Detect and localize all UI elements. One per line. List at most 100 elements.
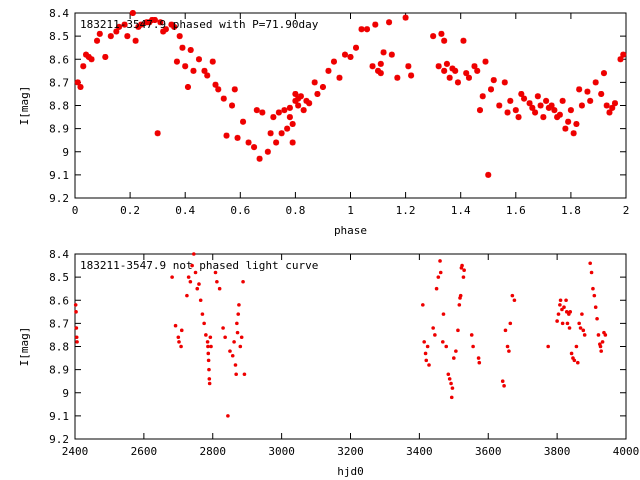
unphased-data-point <box>423 351 428 356</box>
unphased-data-point <box>578 326 583 330</box>
unphased-data-point <box>237 303 241 307</box>
phased-data-point <box>496 102 503 109</box>
phased-data-point <box>441 37 448 44</box>
phased-data-point <box>245 139 252 146</box>
phased-data-point <box>190 67 197 74</box>
phased-data-point <box>281 107 288 114</box>
phased-data-point <box>463 70 470 77</box>
unphased-data-point <box>436 275 441 279</box>
phased-data-point <box>540 114 547 121</box>
phased-data-point <box>182 63 189 70</box>
unphased-data-point <box>217 286 222 291</box>
phased-x-tick-label: 0.6 <box>230 204 250 217</box>
phased-data-point <box>251 144 258 151</box>
phased-y-tick-label: 9.2 <box>49 192 69 205</box>
unphased-data-point <box>564 298 568 303</box>
unphased-y-tick-label: 8.8 <box>49 341 69 354</box>
phased-data-point <box>292 90 299 97</box>
unphased-data-point <box>433 333 437 337</box>
unphased-y-tick-label: 9 <box>62 387 69 400</box>
phased-data-point <box>476 107 483 114</box>
phased-data-point <box>537 102 544 109</box>
phased-data-point <box>559 97 566 104</box>
unphased-data-point <box>206 344 210 349</box>
phased-data-point <box>474 67 481 74</box>
phased-data-point <box>173 58 180 65</box>
unphased-data-point <box>421 303 425 307</box>
phased-data-point <box>620 51 627 58</box>
phased-data-point <box>611 100 618 107</box>
unphased-y-tick-label: 9.1 <box>49 410 69 423</box>
phased-data-point <box>598 90 605 97</box>
unphased-data-point <box>440 340 445 344</box>
unphased-data-point <box>447 377 452 381</box>
unphased-x-tick-label: 3400 <box>406 445 433 458</box>
phased-data-point <box>297 93 304 100</box>
unphased-data-point <box>503 328 508 333</box>
phased-data-point <box>234 134 241 141</box>
unphased-data-point <box>476 356 481 360</box>
phased-data-point <box>592 79 599 86</box>
phased-data-point <box>347 53 354 60</box>
phased-data-point <box>567 107 574 114</box>
phased-data-point <box>556 111 563 118</box>
phased-data-point <box>377 60 384 67</box>
phased-data-point <box>452 67 459 74</box>
unphased-data-point <box>202 321 206 326</box>
phased-data-point <box>184 84 191 90</box>
phased-data-point <box>80 63 87 70</box>
unphased-data-point <box>179 328 184 333</box>
phased-data-point <box>488 86 495 93</box>
phased-data-point <box>545 104 552 111</box>
unphased-data-point <box>221 326 225 330</box>
phased-data-point <box>289 139 296 146</box>
unphased-data-point <box>556 312 561 316</box>
unphased-data-point <box>228 349 232 353</box>
unphased-data-point <box>603 333 608 337</box>
phased-data-point <box>286 104 293 111</box>
unphased-data-point <box>564 310 569 314</box>
phased-data-point <box>135 23 142 30</box>
unphased-data-point <box>595 316 599 321</box>
phased-data-point <box>405 63 412 70</box>
phased-data-point <box>526 100 533 107</box>
phased-data-point <box>471 63 478 70</box>
unphased-data-point <box>558 303 562 307</box>
phased-data-point <box>521 95 528 102</box>
phased-data-point <box>278 130 285 137</box>
phased-data-point <box>460 37 467 44</box>
unphased-data-point <box>207 367 211 372</box>
unphased-data-point <box>560 307 564 312</box>
unphased-x-tick-label: 2800 <box>200 445 227 458</box>
phased-data-point <box>311 79 318 86</box>
unphased-x-tick-label: 3600 <box>475 445 502 458</box>
unphased-data-point <box>591 286 595 291</box>
phased-data-point <box>138 21 145 28</box>
unphased-data-point <box>574 344 579 349</box>
unphased-data-point <box>452 356 456 360</box>
unphased-data-point <box>197 282 201 286</box>
unphased-data-point <box>599 349 604 353</box>
phased-x-tick-label: 0 <box>72 204 79 217</box>
unphased-data-point <box>234 372 238 377</box>
phased-x-tick-label: 1 <box>347 204 354 217</box>
phased-data-point <box>264 148 271 155</box>
phased-x-tick-label: 1.4 <box>451 204 471 217</box>
unphased-data-point <box>434 286 439 291</box>
phased-data-point <box>132 37 139 44</box>
phased-data-point <box>512 107 519 114</box>
phased-y-tick-label: 8.5 <box>49 30 69 43</box>
phased-x-tick-label: 1.6 <box>506 204 526 217</box>
unphased-data-point <box>200 312 205 316</box>
phased-y-axis-title: I[mag] <box>18 86 31 126</box>
phased-data-point <box>578 102 585 109</box>
phased-data-point <box>314 90 321 97</box>
unphased-data-point <box>207 381 212 386</box>
phased-data-point <box>116 23 123 30</box>
unphased-plot-title: 183211-3547.9 not phased light curve <box>80 259 318 272</box>
unphased-data-point <box>582 333 587 337</box>
phased-data-point <box>490 77 497 84</box>
unphased-data-point <box>598 344 603 349</box>
phased-data-point <box>240 118 247 125</box>
